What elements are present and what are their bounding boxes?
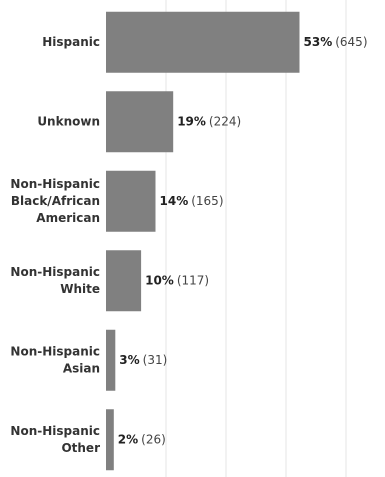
value-label: 53% (645) [304,34,368,48]
count-label: (26) [141,432,166,446]
category-label: Unknown [37,114,100,128]
value-label: 14% (165) [160,193,224,207]
count-label: (31) [143,352,168,366]
bar [106,329,116,391]
category-line: Unknown [37,114,100,128]
value-label: 2% (26) [118,432,166,446]
bar [106,11,300,73]
percent-label: 19% [177,114,206,128]
category-line: White [60,281,100,295]
count-label: (117) [177,273,209,287]
value-label: 19% (224) [177,114,241,128]
bar [106,91,174,153]
category-line: Non-Hispanic [10,344,100,358]
count-label: (165) [191,193,223,207]
category-label: Non-Hispanic Black/African American [10,176,100,224]
category-line: Other [61,440,100,454]
category-line: Black/African [11,193,100,207]
category-line: American [36,210,100,224]
bar [106,250,142,312]
count-label: (645) [335,34,367,48]
percent-label: 14% [160,193,189,207]
category-line: Non-Hispanic [10,423,100,437]
category-label: Non-Hispanic Other [10,423,100,454]
percent-label: 2% [118,432,138,446]
category-label: Non-Hispanic Asian [10,344,100,375]
category-line: Non-Hispanic [10,264,100,278]
percent-label: 10% [145,273,174,287]
category-line: Non-Hispanic [10,176,100,190]
bar [106,409,114,471]
bar [106,170,156,232]
count-label: (224) [209,114,241,128]
category-label: Hispanic [42,34,100,48]
value-label: 3% (31) [119,352,167,366]
percent-label: 3% [119,352,139,366]
category-label: Non-Hispanic White [10,264,100,295]
value-label: 10% (117) [145,273,209,287]
percent-label: 53% [304,34,333,48]
category-line: Hispanic [42,34,100,48]
category-line: Asian [63,361,100,375]
